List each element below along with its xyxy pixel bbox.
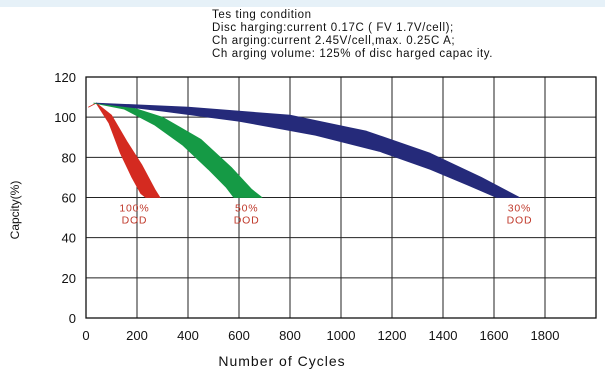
y-tick-label: 100 — [54, 110, 76, 125]
x-tick-label: 1000 — [327, 328, 356, 343]
x-tick-label: 1600 — [480, 328, 509, 343]
dod-label-line: 30% — [508, 203, 531, 215]
testing-condition-charging: Ch arging:current 2.45V/cell,max. 0.25C … — [212, 35, 455, 47]
top-band — [0, 0, 605, 7]
y-tick-label: 60 — [62, 191, 76, 206]
dod-label-line: 100% — [119, 203, 149, 215]
plot-frame — [85, 76, 597, 319]
dod-label-line: DOD — [507, 215, 533, 227]
dod-label-line: DOD — [122, 215, 148, 227]
y-tick-label: 40 — [62, 231, 76, 246]
x-tick-label: 1400 — [429, 328, 458, 343]
grid — [86, 77, 596, 318]
x-tick-label: 1200 — [378, 328, 407, 343]
series-areas — [88, 102, 520, 198]
series-area-3 — [95, 102, 520, 198]
x-tick-label: 1800 — [531, 328, 560, 343]
y-tick-label: 20 — [62, 271, 76, 286]
x-tick-label: 800 — [279, 328, 301, 343]
dod-label-line: DOD — [234, 215, 260, 227]
x-tick-label: 400 — [177, 328, 199, 343]
dod-label-line: 50% — [235, 203, 258, 215]
y-tick-label: 120 — [54, 70, 76, 85]
y-axis-title: Capcity(%) — [8, 181, 22, 240]
testing-condition-title: Tes ting condition — [212, 9, 312, 21]
x-tick-label: 0 — [82, 328, 89, 343]
testing-condition-discharging: Disc harging:current 0.17C ( FV 1.7V/cel… — [212, 22, 454, 34]
x-tick-label: 200 — [126, 328, 148, 343]
x-tick-labels: 0 200 400 600 800 1000 1200 1400 1600 1800 — [82, 328, 559, 343]
x-tick-label: 600 — [228, 328, 250, 343]
y-tick-labels: 0 20 40 60 80 100 120 — [54, 70, 76, 326]
y-tick-label: 0 — [69, 311, 76, 326]
y-tick-label: 80 — [62, 150, 76, 165]
series-area-1 — [88, 102, 161, 198]
testing-condition-volume: Ch arging volume: 125% of disc harged ca… — [212, 48, 493, 60]
series-area-2 — [93, 102, 263, 198]
x-axis-title: Number of Cycles — [218, 353, 345, 369]
